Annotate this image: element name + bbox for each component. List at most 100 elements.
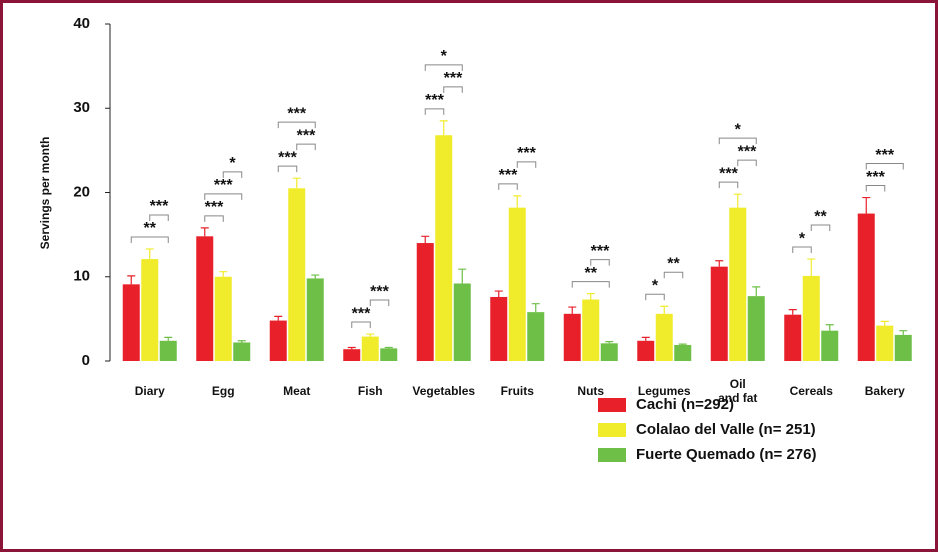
significance-label: *** <box>205 199 224 216</box>
significance-label: *** <box>278 149 297 166</box>
significance-bracket <box>810 224 831 232</box>
significance-bracket <box>718 137 757 145</box>
significance-bracket <box>498 183 518 190</box>
significance-bracket <box>865 185 886 192</box>
significance-bracket <box>718 181 739 189</box>
bar <box>490 296 508 361</box>
significance-label: ** <box>144 220 157 237</box>
error-bar <box>660 305 669 314</box>
bar <box>416 243 434 361</box>
x-tick-label: Diary <box>135 384 165 398</box>
significance-bracket <box>204 215 224 222</box>
error-bar <box>237 340 246 343</box>
bar <box>710 266 728 361</box>
y-tick-label: 20 <box>73 183 90 200</box>
bar <box>821 330 839 361</box>
error-bar <box>219 271 228 277</box>
bar <box>600 343 618 361</box>
error-bar <box>862 196 871 214</box>
significance-bracket <box>222 171 243 178</box>
significance-bracket <box>571 281 610 288</box>
error-bar <box>494 290 503 297</box>
legend-label: Colalao del Valle (n= 251) <box>636 421 816 438</box>
significance-bracket <box>277 165 298 173</box>
x-tick-label: Fruits <box>501 384 535 398</box>
bar <box>233 342 251 361</box>
bar <box>894 334 912 361</box>
error-bar <box>715 260 724 267</box>
significance-label: ** <box>667 255 680 272</box>
x-tick-label: Bakery <box>865 384 905 398</box>
significance-label: *** <box>150 198 169 215</box>
error-bar <box>164 336 173 341</box>
legend-label: Fuerte Quemado (n= 276) <box>636 446 816 463</box>
error-bar <box>347 346 356 350</box>
significance-label: *** <box>297 127 316 144</box>
bar <box>784 314 802 361</box>
significance-bracket <box>516 161 537 168</box>
significance-bracket <box>351 321 371 329</box>
x-tick-label: Meat <box>283 384 310 398</box>
bar <box>674 344 692 361</box>
significance-label: *** <box>591 243 610 260</box>
bar <box>729 207 747 361</box>
bar <box>857 213 875 361</box>
bar <box>306 278 324 361</box>
bar <box>582 299 600 361</box>
significance-bracket <box>424 108 445 115</box>
significance-label: *** <box>425 92 444 109</box>
error-bar <box>568 306 577 314</box>
bar <box>380 348 398 361</box>
significance-bracket <box>865 163 904 170</box>
error-bar <box>605 341 614 344</box>
significance-bracket <box>663 271 684 279</box>
significance-label: *** <box>214 177 233 194</box>
y-tick-label: 40 <box>73 15 90 32</box>
bar <box>196 236 214 361</box>
y-axis-label: Servings per month <box>38 137 52 250</box>
error-bar <box>641 336 650 341</box>
significance-label: *** <box>499 167 518 184</box>
error-bar <box>531 303 540 313</box>
bar <box>435 135 453 361</box>
significance-bracket <box>737 159 757 167</box>
error-bar <box>825 324 834 331</box>
error-bar <box>200 227 209 237</box>
x-tick-label: Cereals <box>790 384 834 398</box>
bar <box>802 275 820 361</box>
significance-label: *** <box>370 283 389 300</box>
bar <box>527 312 545 361</box>
bar <box>343 349 361 361</box>
significance-bracket <box>424 64 463 71</box>
x-tick-label: Fish <box>358 384 383 398</box>
y-tick-label: 0 <box>82 352 90 369</box>
bar <box>269 320 287 361</box>
significance-bracket <box>590 259 610 266</box>
error-bar <box>145 248 154 260</box>
bar <box>563 313 581 361</box>
significance-bracket <box>369 299 390 307</box>
y-tick-label: 30 <box>73 99 90 116</box>
significance-label: *** <box>875 147 894 164</box>
legend-swatch <box>598 398 626 412</box>
error-bar <box>311 274 320 279</box>
error-bar <box>439 120 448 136</box>
significance-bracket <box>204 193 243 200</box>
significance-label: * <box>735 121 742 138</box>
x-tick-label: Egg <box>212 384 235 398</box>
bar <box>508 207 526 361</box>
significance-label: *** <box>287 105 306 122</box>
error-bar <box>733 193 742 208</box>
y-tick-label: 10 <box>73 268 90 285</box>
bar <box>159 340 177 361</box>
significance-label: * <box>652 277 659 294</box>
error-bar <box>899 330 908 335</box>
significance-bracket <box>130 236 169 243</box>
error-bar <box>788 309 797 315</box>
x-tick-label: Vegetables <box>412 384 475 398</box>
error-bar <box>586 293 595 300</box>
error-bar <box>274 315 283 321</box>
bar <box>747 296 765 361</box>
bar <box>214 276 232 361</box>
